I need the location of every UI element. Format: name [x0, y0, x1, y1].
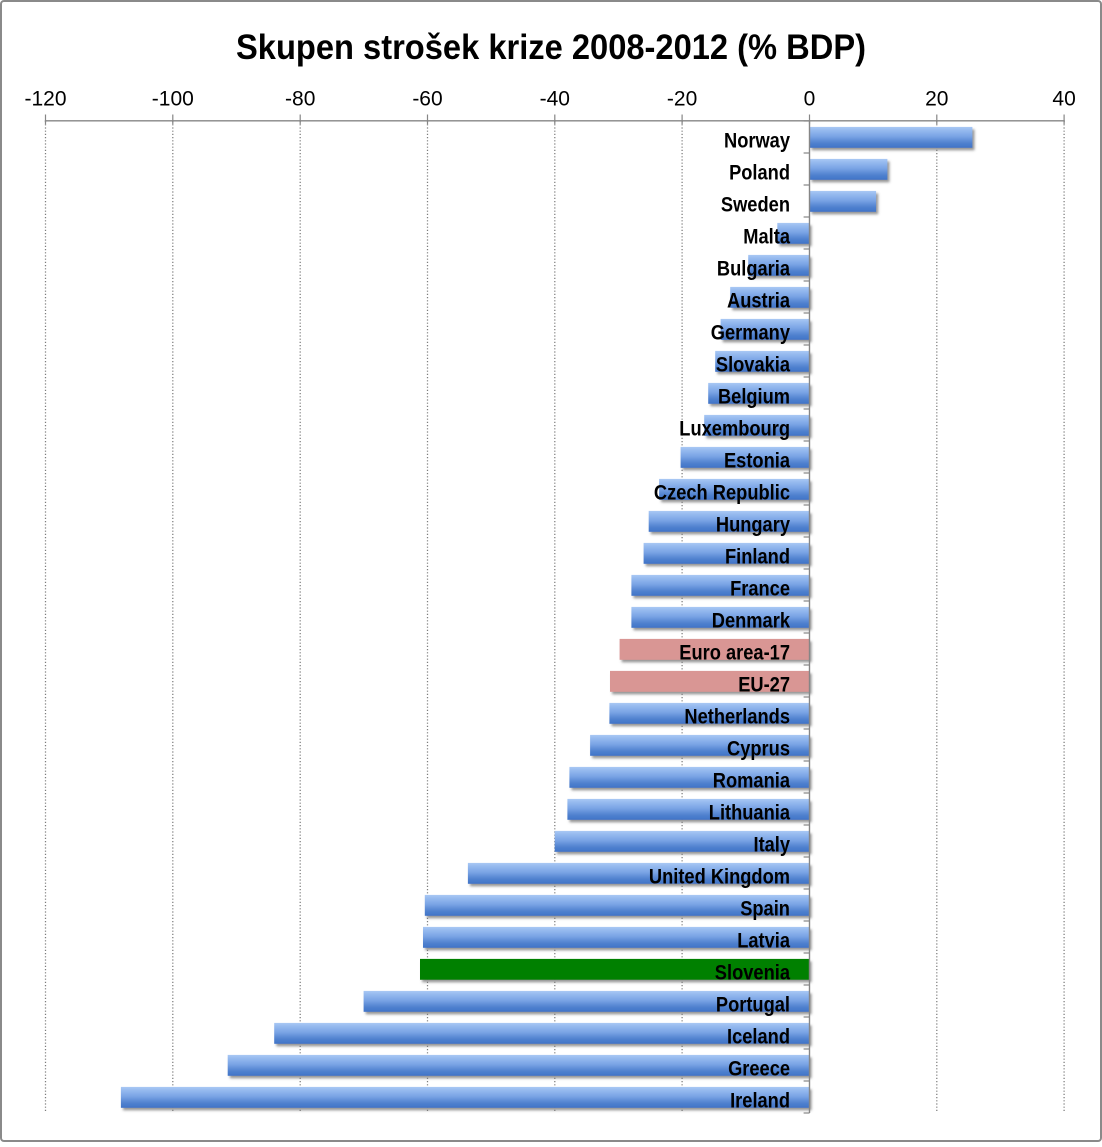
svg-text:Slovenia: Slovenia [715, 961, 790, 984]
svg-text:France: France [730, 577, 790, 600]
svg-text:-60: -60 [412, 88, 442, 111]
svg-text:Luxembourg: Luxembourg [679, 417, 790, 440]
svg-text:Norway: Norway [724, 129, 790, 152]
svg-text:Poland: Poland [729, 161, 790, 184]
svg-text:-40: -40 [540, 88, 570, 111]
svg-text:Austria: Austria [727, 289, 790, 312]
svg-text:Euro area-17: Euro area-17 [679, 641, 790, 664]
svg-text:EU-27: EU-27 [738, 673, 790, 696]
svg-text:20: 20 [925, 88, 948, 111]
svg-text:Sweden: Sweden [721, 193, 790, 216]
svg-text:United Kingdom: United Kingdom [649, 865, 790, 888]
svg-text:-20: -20 [667, 88, 697, 111]
svg-text:Germany: Germany [711, 321, 790, 344]
svg-text:Finland: Finland [725, 545, 790, 568]
svg-text:Hungary: Hungary [716, 513, 790, 536]
svg-text:0: 0 [804, 88, 816, 111]
svg-text:Iceland: Iceland [727, 1025, 790, 1048]
svg-text:Romania: Romania [713, 769, 790, 792]
svg-text:Latvia: Latvia [737, 929, 790, 952]
svg-text:Denmark: Denmark [712, 609, 790, 632]
svg-text:Greece: Greece [728, 1057, 790, 1080]
svg-text:Bulgaria: Bulgaria [717, 257, 790, 280]
svg-text:40: 40 [1052, 88, 1075, 111]
svg-text:-100: -100 [152, 88, 194, 111]
svg-text:Slovakia: Slovakia [716, 353, 790, 376]
svg-text:Czech Republic: Czech Republic [654, 481, 790, 504]
svg-text:Netherlands: Netherlands [684, 705, 790, 728]
svg-text:Portugal: Portugal [716, 993, 790, 1016]
svg-text:Belgium: Belgium [718, 385, 790, 408]
svg-text:-80: -80 [285, 88, 315, 111]
svg-text:Cyprus: Cyprus [727, 737, 790, 760]
svg-text:Estonia: Estonia [724, 449, 790, 472]
svg-text:Spain: Spain [740, 897, 790, 920]
svg-text:Ireland: Ireland [730, 1089, 790, 1112]
svg-text:Malta: Malta [743, 225, 790, 248]
svg-text:Skupen strošek krize 2008-2012: Skupen strošek krize 2008-2012 (% BDP) [236, 28, 866, 67]
svg-text:Lithuania: Lithuania [709, 801, 790, 824]
svg-text:Italy: Italy [754, 833, 791, 856]
svg-text:-120: -120 [24, 88, 66, 111]
